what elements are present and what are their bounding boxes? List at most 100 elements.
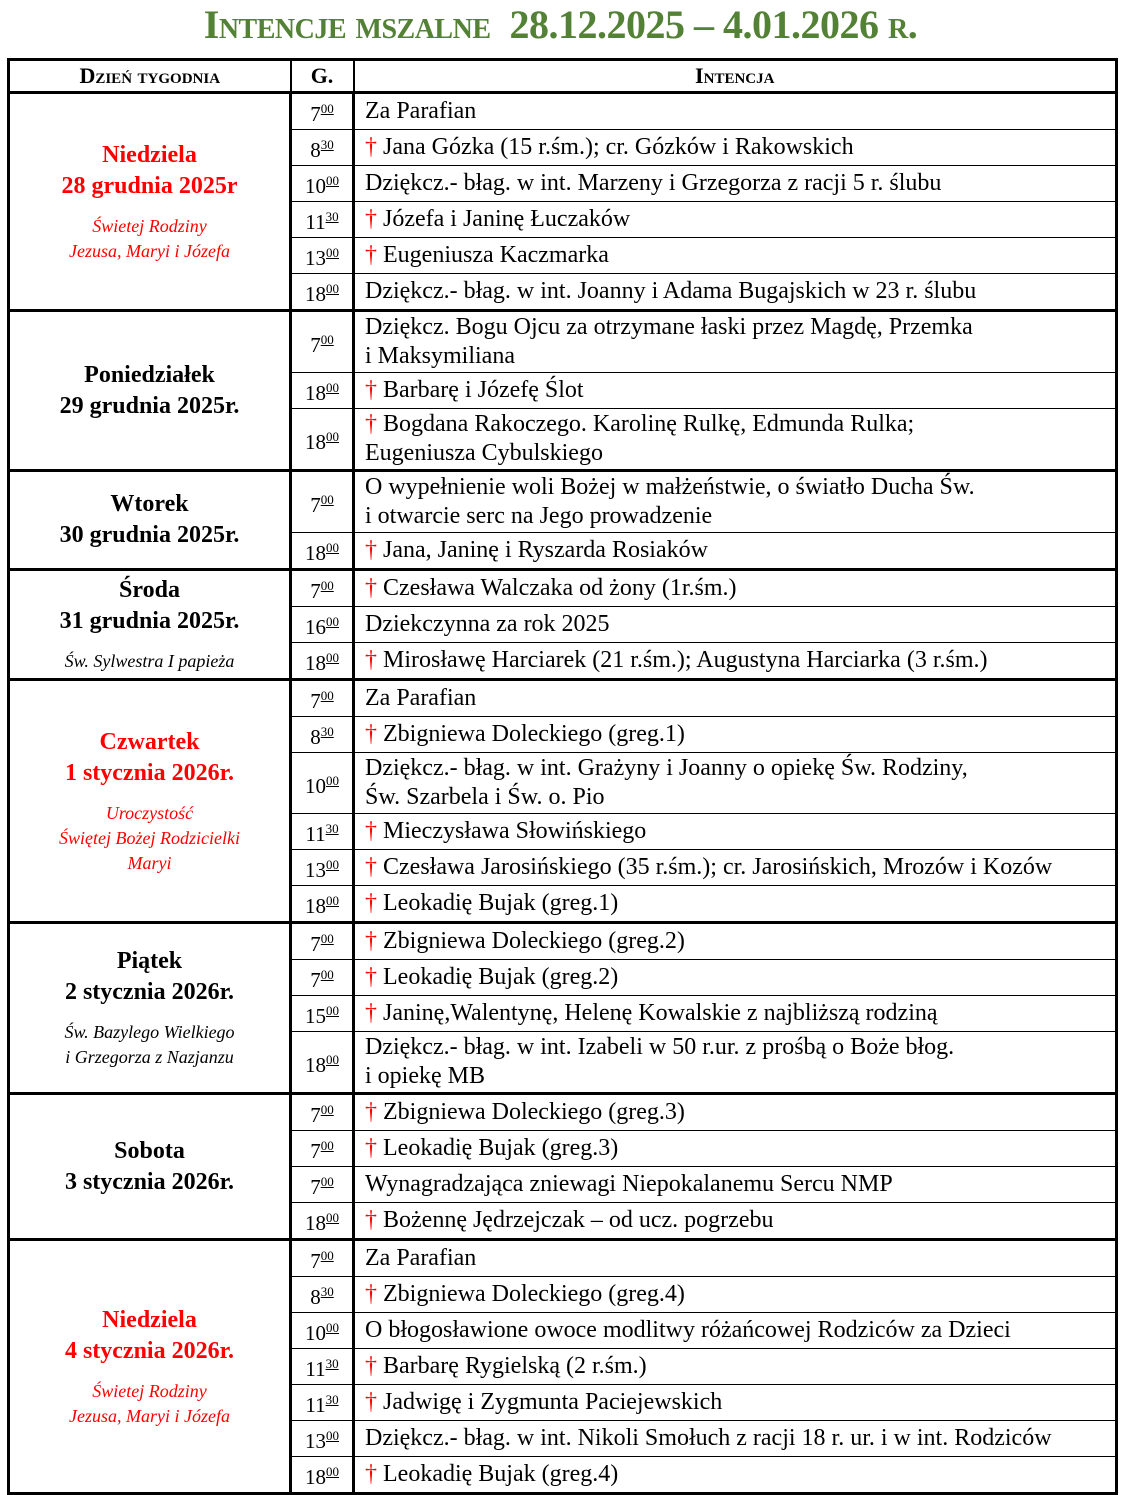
hour-cell: 700	[289, 959, 355, 996]
intention-cell: Dziękcz.- błag. w int. Joanny i Adama Bu…	[353, 273, 1117, 312]
hour-value: 10	[305, 1321, 326, 1345]
intention-text: Dziekczynna za rok 2025	[365, 611, 610, 637]
day-name: Poniedziałek	[84, 361, 215, 388]
minute-value: 30	[325, 209, 339, 224]
header-hour: G.	[289, 58, 355, 94]
day-date: 31 grudnia 2025r.	[59, 608, 240, 634]
hour-cell: 1800	[289, 642, 355, 681]
intention-text: Mirosławę Harciarek (21 r.śm.); Augustyn…	[383, 647, 988, 673]
hour-cell: 830	[289, 129, 355, 166]
hour-cell: 1800	[289, 273, 355, 312]
header-day: Dzień tygodnia	[7, 58, 292, 94]
intention-cell: Dziękcz.- błag. w int. Nikoli Smołuch z …	[353, 1420, 1117, 1457]
minute-value: 00	[326, 1464, 339, 1479]
intention-cell: Dziękcz.- błag. w int. Grażyny i Joanny …	[353, 752, 1117, 814]
intention-cell: Za Parafian	[353, 679, 1117, 717]
hour-value: 7	[310, 332, 321, 357]
hour-value: 7	[310, 968, 321, 992]
intention-cell: Dziękcz.- błag. w int. Marzeny i Grzegor…	[353, 165, 1117, 202]
intention-text: Leokadię Bujak (greg.3)	[383, 1135, 619, 1161]
intention-cell: † Barbarę Rygielską (2 r.śm.)	[353, 1348, 1117, 1385]
intention-text: Mieczysława Słowińskiego	[383, 818, 647, 844]
hour-value: 18	[305, 1052, 326, 1077]
table-row: 1800 † Bogdana Rakoczego. Karolinę Rulkę, …	[9, 408, 1117, 472]
minute-value: 00	[320, 931, 334, 946]
day-cell: Sobota 3 stycznia 2026r.	[7, 1092, 292, 1241]
day-name: Piątek	[116, 948, 183, 974]
minute-value: 00	[326, 173, 339, 188]
intention-text: Jana, Janinę i Ryszarda Rosiaków	[383, 537, 708, 563]
day-cell: Wtorek 30 grudnia 2025r.	[7, 469, 292, 571]
hour-value: 7	[310, 1139, 321, 1163]
minute-value: 00	[326, 857, 339, 872]
day-feast: Św. Sylwestra I papieża	[64, 651, 235, 671]
title-suffix: r.	[888, 2, 918, 47]
minute-value: 00	[326, 614, 339, 629]
day-feast: Świetej Rodziny Jezusa, Maryi i Józefa	[69, 1380, 230, 1426]
minute-value: 00	[320, 967, 334, 982]
table-row: 1800 Dziękcz.- błag. w int. Joanny i Adam…	[9, 273, 1117, 312]
cross-icon: †	[365, 537, 377, 563]
intention-text: Bożennę Jędrzejczak – od ucz. pogrzebu	[383, 1207, 774, 1233]
table-row: 1500 † Janinę,Walentynę, Helenę Kowalskie …	[9, 995, 1117, 1032]
table-row: Piątek 2 stycznia 2026r. Św. Bazylego Wiel…	[7, 921, 1117, 1095]
table-row: Wtorek 30 grudnia 2025r. 700 O wypełnienie …	[7, 469, 1117, 571]
hour-cell: 1600	[289, 606, 355, 643]
hour-cell: 700	[289, 1166, 355, 1203]
hour-cell: 700	[289, 1239, 355, 1277]
cross-icon: †	[365, 1389, 377, 1415]
header-intention: Intencja	[352, 58, 1118, 94]
table-row: 1000 O błogosławione owoce modlitwy różań…	[9, 1312, 1117, 1349]
hour-value: 10	[305, 773, 326, 798]
table-row: 830 † Jana Gózka (15 r.śm.); cr. Gózków i …	[9, 129, 1117, 166]
hour-cell: 700	[289, 569, 355, 607]
table-row: 1800 † Leokadię Bujak (greg.1)	[9, 885, 1117, 924]
day-name: Niedziela	[102, 1306, 197, 1333]
cross-icon: †	[365, 411, 377, 437]
hour-cell: 1000	[289, 752, 355, 814]
cross-icon: †	[365, 1461, 377, 1487]
intention-text: Dziękcz. Bogu Ojcu za otrzymane łaski pr…	[365, 314, 973, 369]
intention-cell: † Mirosławę Harciarek (21 r.śm.); Augusty…	[353, 642, 1117, 681]
intention-text: Leokadię Bujak (greg.2)	[383, 964, 619, 990]
intention-cell: † Zbigniewa Doleckiego (greg.2)	[353, 922, 1117, 960]
hour-cell: 1300	[289, 1420, 355, 1457]
hour-cell: 1130	[289, 1348, 355, 1385]
intention-cell: † Leokadię Bujak (greg.2)	[353, 959, 1117, 996]
table-row: Środa 31 grudnia 2025r. Św. Sylwestra I pa…	[7, 568, 1117, 681]
intention-cell: † Barbarę i Józefę Ślot	[353, 372, 1117, 409]
cross-icon: †	[365, 1135, 377, 1161]
hour-value: 8	[310, 1285, 321, 1309]
intention-text: Barbarę i Józefę Ślot	[383, 377, 584, 403]
header-row: Dzień tygodnia G. Intencja	[7, 58, 1118, 94]
intention-text: Wynagradzająca zniewagi Niepokalanemu Se…	[365, 1171, 893, 1197]
hour-value: 7	[310, 932, 321, 956]
hour-value: 18	[305, 429, 326, 454]
table-row: Poniedziałek 29 grudnia 2025r. 700 Dziękcz.…	[7, 309, 1117, 472]
table-row: 700 † Leokadię Bujak (greg.3)	[9, 1130, 1117, 1167]
hour-cell: 1800	[289, 408, 355, 472]
intention-text: Dziękcz.- błag. w int. Marzeny i Grzegor…	[365, 170, 942, 196]
minute-value: 00	[326, 772, 339, 788]
intention-cell: Za Parafian	[353, 92, 1117, 130]
intention-text: Eugeniusza Kaczmarka	[383, 242, 609, 268]
day-date: 29 grudnia 2025r.	[59, 392, 240, 419]
hour-value: 11	[305, 822, 326, 846]
minute-value: 00	[326, 1320, 339, 1335]
hour-value: 8	[310, 138, 321, 162]
cross-icon: †	[365, 242, 377, 268]
intention-cell: † Leokadię Bujak (greg.4)	[353, 1456, 1117, 1495]
cross-icon: †	[365, 1353, 377, 1379]
intention-text: Zbigniewa Doleckiego (greg.2)	[383, 928, 685, 954]
day-name: Czwartek	[99, 728, 200, 755]
mass-intentions-table: Dzień tygodnia G. Intencja Niedziela 28 g…	[7, 58, 1118, 1495]
day-feast: Uroczystość Świętej Bożej Rodzicielki Mary…	[59, 802, 240, 873]
day-cell: Piątek 2 stycznia 2026r. Św. Bazylego Wiel…	[7, 921, 292, 1095]
intention-cell: † Jadwigę i Zygmunta Paciejewskich	[353, 1384, 1117, 1421]
intention-cell: Wynagradzająca zniewagi Niepokalanemu Se…	[353, 1166, 1117, 1203]
day-cell: Czwartek 1 stycznia 2026r. Uroczystość Świę…	[7, 678, 292, 924]
minute-value: 30	[320, 724, 334, 739]
minute-value: 00	[326, 650, 339, 665]
intention-cell: † Jana, Janinę i Ryszarda Rosiaków	[353, 532, 1117, 571]
minute-value: 00	[320, 1138, 334, 1153]
